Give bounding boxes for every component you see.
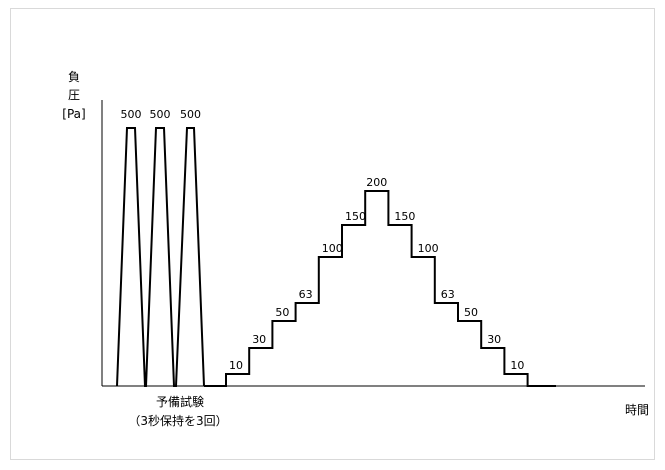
step-value-label: 30 [252, 333, 266, 346]
preliminary-annotation-line-2: （3秒保持を3回） [128, 413, 227, 428]
step-value-label: 50 [464, 306, 478, 319]
preliminary-value-label: 500 [121, 108, 142, 121]
step-value-label: 100 [322, 242, 343, 255]
step-value-label: 200 [366, 176, 387, 189]
step-value-label: 50 [275, 306, 289, 319]
preliminary-value-label: 500 [150, 108, 171, 121]
step-value-label: 30 [487, 333, 501, 346]
step-value-label: 150 [394, 210, 415, 223]
step-profile: 10 30 50 63 100 150 200 150 100 63 50 30 10 [204, 176, 556, 387]
x-axis-label: 時間 [625, 403, 649, 417]
step-value-label: 10 [510, 359, 524, 372]
y-axis-label-line-2: 圧 [68, 88, 80, 102]
y-axis-label-line-1: 負 [68, 70, 80, 84]
preliminary-pulse-line [116, 127, 205, 387]
step-profile-line [204, 190, 556, 387]
step-value-label: 63 [299, 288, 313, 301]
step-value-label: 150 [345, 210, 366, 223]
preliminary-annotation-line-1: 予備試験 [156, 394, 204, 409]
step-value-label: 63 [441, 288, 455, 301]
step-value-label: 100 [418, 242, 439, 255]
step-value-label: 10 [229, 359, 243, 372]
preliminary-value-label: 500 [180, 108, 201, 121]
preliminary-pulses: 500 500 500 [116, 108, 205, 387]
y-axis-label-line-3: [Pa] [62, 107, 85, 121]
